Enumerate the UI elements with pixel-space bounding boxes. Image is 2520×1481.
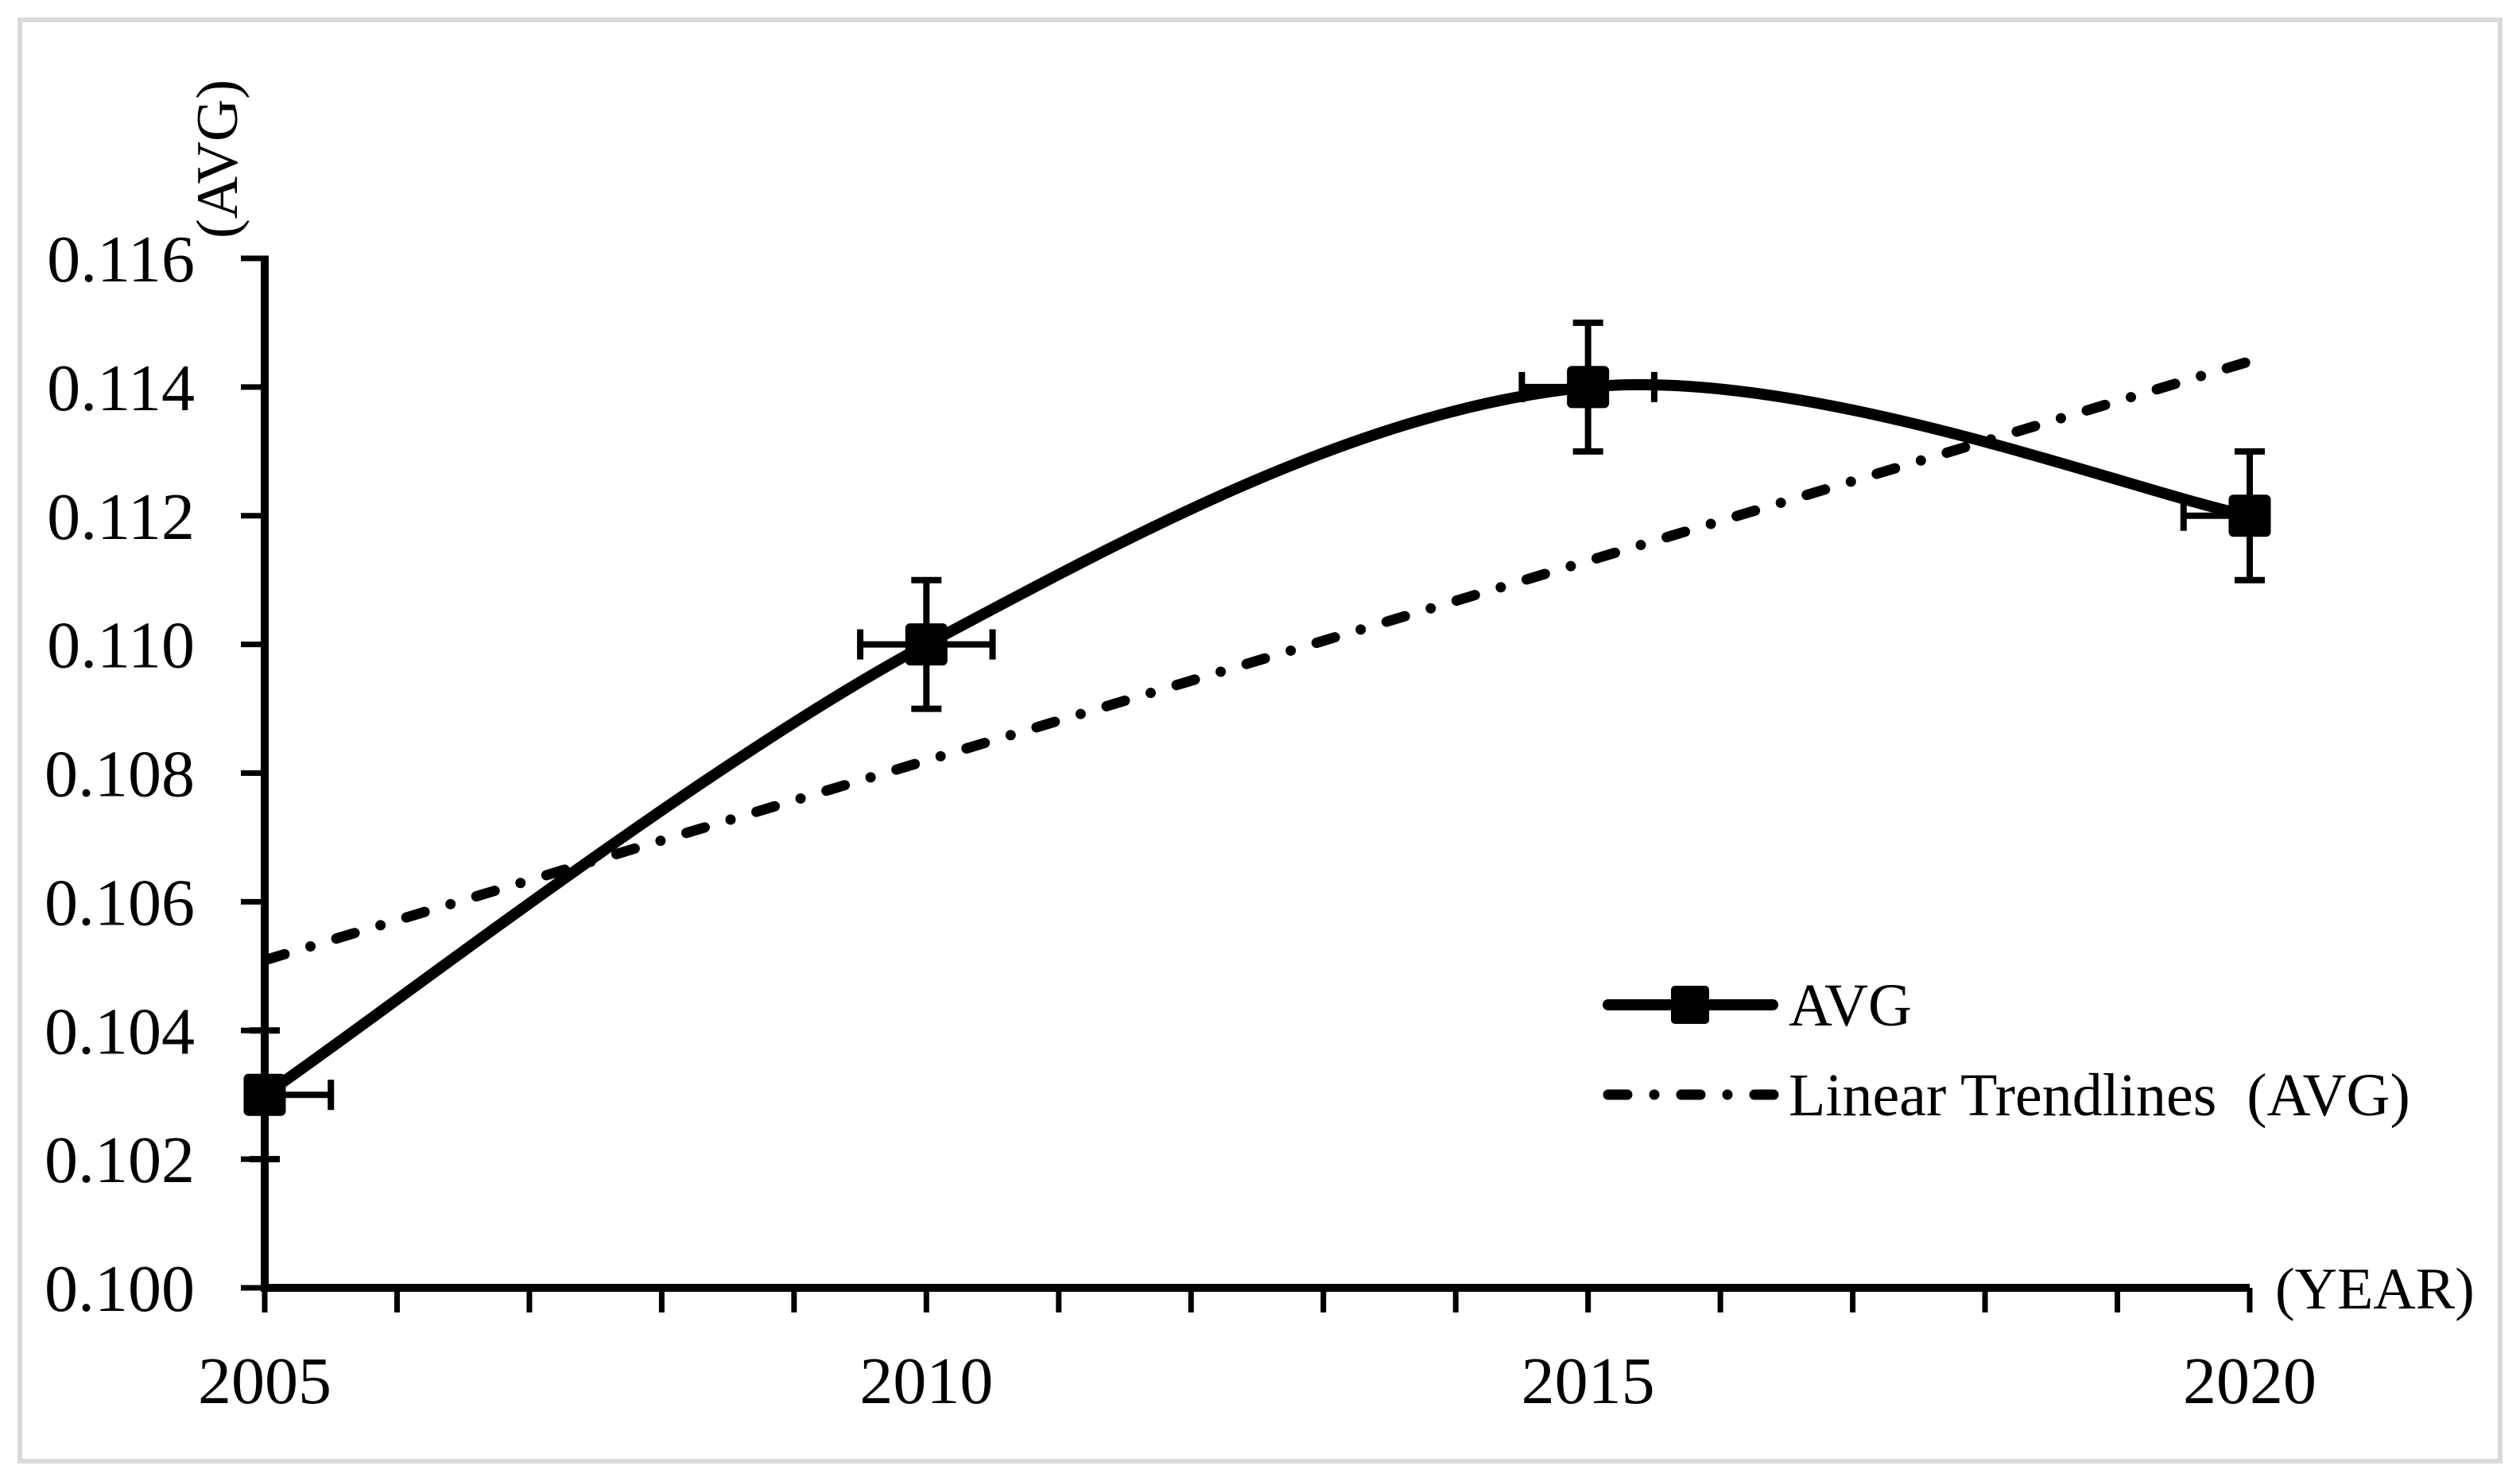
legend: AVG Linear Trendlines (AVG) (1603, 972, 2410, 1129)
x-tick-label: 2020 (2183, 1344, 2316, 1418)
legend-avg-square-marker-icon (1671, 986, 1709, 1024)
y-tick-label: 0.114 (47, 351, 195, 425)
x-axis-title: (YEAR) (2275, 1257, 2475, 1322)
legend-trendline-label: Linear Trendlines (AVG) (1789, 1062, 2410, 1129)
avg-curve (259, 378, 2255, 1101)
y-axis-ticks: 0.116 0.114 0.112 0.110 0.108 0.106 0.104 0.102… (45, 223, 269, 1326)
legend-item-avg: AVG (1603, 972, 1912, 1039)
data-point-2010 (857, 576, 996, 712)
y-tick-label: 0.106 (45, 866, 195, 940)
data-point-2015 (1518, 319, 1657, 455)
figure-frame (17, 17, 2503, 1464)
y-tick-label: 0.112 (47, 480, 195, 554)
y-tick-label: 0.116 (47, 223, 195, 297)
data-point-2005 (243, 1027, 335, 1163)
trendline (261, 356, 2255, 965)
x-tick-label: 2010 (859, 1344, 993, 1418)
y-tick-label: 0.100 (45, 1252, 195, 1326)
y-tick-label: 0.102 (45, 1123, 195, 1197)
plot-area (243, 319, 2271, 1163)
x-axis-ticks: 2005 2010 2015 2020 (198, 1288, 2316, 1418)
y-tick-label: 0.104 (45, 994, 195, 1068)
axes (261, 256, 2250, 1292)
data-point-2020 (2180, 448, 2271, 583)
data-point-marker (1567, 366, 1610, 409)
y-tick-label: 0.108 (45, 738, 195, 812)
y-tick-label: 0.110 (47, 609, 195, 683)
y-axis-title: (AVG) (185, 79, 250, 238)
data-point-marker (243, 1073, 286, 1116)
x-tick-label: 2015 (1522, 1344, 1655, 1418)
data-point-marker (2228, 494, 2271, 537)
legend-avg-label: AVG (1789, 972, 1912, 1039)
legend-item-trendline: Linear Trendlines (AVG) (1603, 1062, 2410, 1129)
x-tick-label: 2005 (198, 1344, 331, 1418)
data-point-marker (905, 623, 948, 666)
